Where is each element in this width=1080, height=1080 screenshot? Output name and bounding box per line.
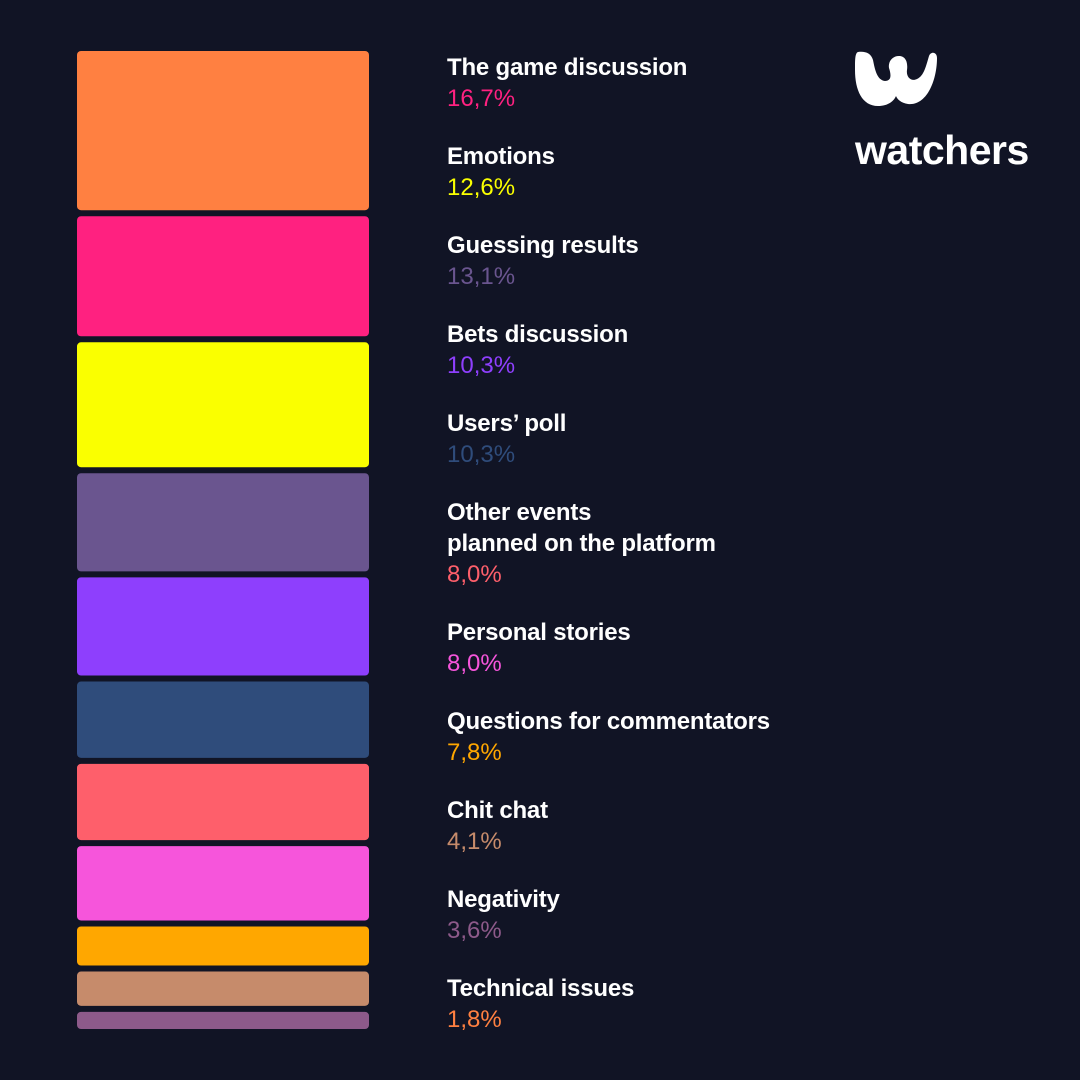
- legend-item: Users’ poll 10,3%: [447, 408, 847, 470]
- legend-value: 10,3%: [447, 352, 516, 379]
- legend-label: Technical issues: [447, 975, 635, 1002]
- legend-label: Questions for commentators: [447, 708, 770, 735]
- bar-segment: [77, 926, 369, 966]
- legend-value: 7,8%: [447, 739, 502, 766]
- legend-item: Technical issues 1,8%: [447, 973, 847, 1035]
- watchers-w-logo-icon: [855, 51, 937, 106]
- bar-segment: [77, 216, 369, 337]
- legend-item: Chit chat 4,1%: [447, 795, 847, 857]
- bar-segment: [77, 681, 369, 758]
- legend-value: 4,1%: [447, 828, 502, 855]
- legend-label: Emotions: [447, 143, 555, 170]
- legend-item: Emotions 12,6%: [447, 141, 847, 203]
- legend-value: 13,1%: [447, 263, 516, 290]
- legend-item: The game discussion 16,7%: [447, 52, 847, 114]
- bar-segment: [77, 763, 369, 841]
- legend-value: 8,0%: [447, 650, 502, 677]
- legend-item: Questions for commentators 7,8%: [447, 706, 847, 768]
- legend-value: 10,3%: [447, 441, 516, 468]
- bar-segment: [77, 971, 369, 1006]
- bar-segment: [77, 51, 369, 211]
- legend-value: 1,8%: [447, 1006, 502, 1033]
- legend-label: Users’ poll: [447, 410, 567, 437]
- legend-item: Negativity 3,6%: [447, 884, 847, 946]
- bar-segment: [77, 577, 369, 676]
- legend-item: Other events planned on the platform 8,0%: [447, 497, 847, 590]
- bar-segment: [77, 473, 369, 572]
- bar-segment: [77, 1011, 369, 1029]
- legend-label: Other events planned on the platform: [447, 499, 716, 557]
- legend-value: 16,7%: [447, 85, 516, 112]
- legend-label: Guessing results: [447, 232, 639, 259]
- legend-value: 8,0%: [447, 561, 502, 588]
- legend-value: 3,6%: [447, 917, 502, 944]
- legend-item: Bets discussion 10,3%: [447, 319, 847, 381]
- legend-label: Bets discussion: [447, 321, 629, 348]
- legend-item: Guessing results 13,1%: [447, 230, 847, 292]
- legend-value: 12,6%: [447, 174, 516, 201]
- bar-segment: [77, 846, 369, 921]
- legend-label: Chit chat: [447, 797, 548, 824]
- legend-label: The game discussion: [447, 54, 688, 81]
- brand: watchers: [855, 50, 1055, 175]
- legend-label: Negativity: [447, 886, 560, 913]
- legend-label: Personal stories: [447, 619, 631, 646]
- brand-name: watchers: [855, 127, 1029, 173]
- bar-segment: [77, 342, 369, 468]
- legend-item: Personal stories 8,0%: [447, 617, 847, 679]
